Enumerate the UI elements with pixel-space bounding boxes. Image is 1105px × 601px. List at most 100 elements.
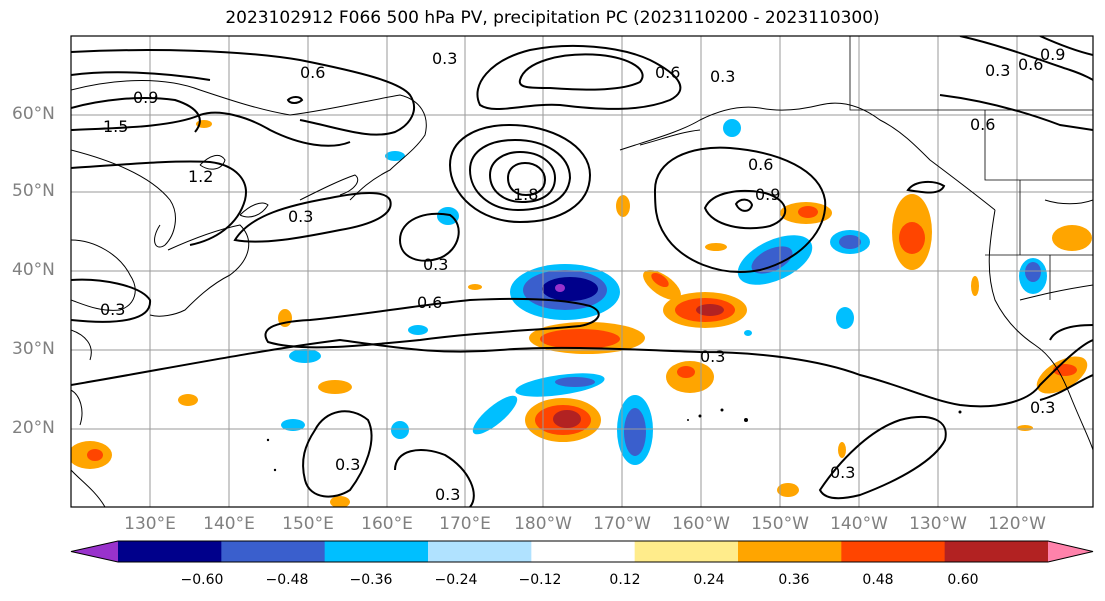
precip-positive-region xyxy=(540,329,620,349)
contour-label: 0.6 xyxy=(970,115,995,134)
colorbar-tick-label: −0.12 xyxy=(518,572,562,588)
coastlines xyxy=(71,80,1093,507)
contour-line xyxy=(71,338,1093,408)
contour-label: 0.3 xyxy=(1030,398,1055,417)
precip-negative-region xyxy=(289,349,321,363)
contour-line xyxy=(1039,374,1093,401)
colorbar-tick-label: 0.12 xyxy=(609,572,641,588)
map-title: 2023102912 F066 500 hPa PV, precipitatio… xyxy=(225,8,880,28)
contour-label: 0.3 xyxy=(100,300,125,319)
contour-line xyxy=(71,71,211,81)
colorbar-tick-label: −0.36 xyxy=(349,572,393,588)
contour-line xyxy=(476,44,682,111)
precip-positive-region xyxy=(87,449,103,461)
precip-positive-region xyxy=(553,410,581,428)
colorbar-outline xyxy=(70,540,1094,563)
lon-label: 140°W xyxy=(830,514,888,534)
precip-negative-region xyxy=(1025,262,1041,282)
precip-negative-region xyxy=(723,119,741,137)
colorbar-extend-high xyxy=(1048,541,1093,562)
borders xyxy=(849,36,1093,300)
contour-line xyxy=(264,297,600,349)
contour-line xyxy=(71,278,152,323)
precip-positive-region xyxy=(677,366,695,378)
contour-label: 0.3 xyxy=(700,347,725,366)
lat-label: 20°N xyxy=(12,418,55,438)
contour-line xyxy=(488,150,557,204)
precip-negative-region xyxy=(542,277,598,301)
lon-label: 160°E xyxy=(361,514,413,534)
contour-label: 0.9 xyxy=(755,185,780,204)
graticule xyxy=(71,36,1093,507)
precip-positive-region xyxy=(971,276,979,296)
contour-line xyxy=(653,146,827,273)
colorbar-tick-label: 0.48 xyxy=(862,572,894,588)
lat-label: 60°N xyxy=(12,104,55,124)
precip-positive-region xyxy=(468,284,482,290)
precip-negative-region xyxy=(555,377,595,387)
contour-line xyxy=(703,190,787,230)
contour-label: 0.3 xyxy=(335,455,360,474)
colorbar-tick-label: 0.36 xyxy=(778,572,810,588)
contour-label: 0.6 xyxy=(748,155,773,174)
colorbar-tick-label: −0.24 xyxy=(434,572,478,588)
precip-positive-region xyxy=(798,206,818,218)
contour-line xyxy=(506,161,547,197)
contour-label: 0.3 xyxy=(710,67,735,86)
pv-contours xyxy=(71,36,1093,507)
contour-line xyxy=(906,180,946,194)
contour-line xyxy=(302,410,373,498)
map-frame xyxy=(70,35,1094,508)
precip-negative-region xyxy=(624,408,646,456)
precip-negative-region xyxy=(839,235,861,249)
contour-line xyxy=(71,160,247,246)
precip-negative-region xyxy=(437,207,459,225)
precip-negative-region xyxy=(281,419,305,431)
contour-line xyxy=(233,192,392,243)
islands xyxy=(266,408,962,472)
contour-line xyxy=(71,96,201,133)
contour-label: 0.9 xyxy=(133,88,158,107)
precip-positive-region xyxy=(1052,225,1092,251)
contour-line xyxy=(71,49,415,136)
colorbar-swatch xyxy=(738,541,842,562)
colorbar-swatch xyxy=(841,541,946,562)
precip-positive-region xyxy=(838,442,846,458)
contour-label: 1.2 xyxy=(188,167,213,186)
precip-negative-region xyxy=(555,284,565,292)
precip-negative-region xyxy=(408,325,428,335)
lon-label: 150°E xyxy=(282,514,334,534)
lon-label: 180°W xyxy=(514,514,572,534)
precip-positive-region xyxy=(696,304,724,316)
colorbar-tick-label: −0.60 xyxy=(180,572,224,588)
lon-label: 160°W xyxy=(672,514,730,534)
contour-label: 0.6 xyxy=(417,293,442,312)
colorbar-tick-label: 0.60 xyxy=(947,572,979,588)
colorbar-tick-label: 0.24 xyxy=(693,572,725,588)
precip-positive-region xyxy=(1017,425,1033,431)
precip-positive-region xyxy=(899,222,925,254)
colorbar-swatch xyxy=(531,541,636,562)
contour-line xyxy=(71,111,351,147)
precip-positive-region xyxy=(178,394,198,406)
contour-line xyxy=(448,123,592,224)
lon-label: 170°W xyxy=(593,514,651,534)
precip-negative-region xyxy=(391,421,409,439)
colorbar xyxy=(70,540,1094,563)
colorbar-swatch xyxy=(324,541,429,562)
contour-line xyxy=(398,212,460,262)
contour-label: 1.5 xyxy=(103,117,128,136)
contour-label: 0.3 xyxy=(423,255,448,274)
precip-positive-region xyxy=(651,272,669,288)
contour-label: 0.6 xyxy=(300,63,325,82)
lon-label: 120°W xyxy=(988,514,1046,534)
precip-positive-region xyxy=(777,483,799,497)
precip-negative-region xyxy=(472,395,518,435)
contour-label: 0.3 xyxy=(432,49,457,68)
contour-label: 0.6 xyxy=(1018,55,1043,74)
precip-fill xyxy=(71,119,1092,507)
contour-label: 1.8 xyxy=(513,185,538,204)
contour-line xyxy=(394,449,475,507)
contour-line xyxy=(286,96,304,104)
